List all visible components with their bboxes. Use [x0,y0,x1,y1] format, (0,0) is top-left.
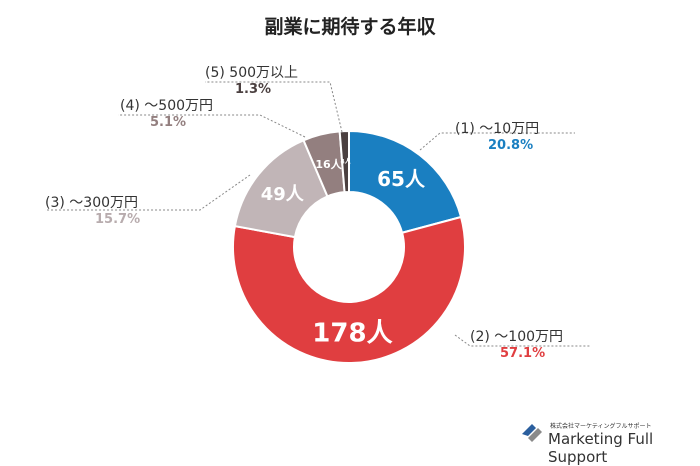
logo-company-name: 株式会社マーケティングフルサポート [550,423,652,430]
leader-line [45,174,251,211]
donut-slice [338,129,350,194]
leader-line [118,114,306,138]
chart-title: 副業に期待する年収 [264,16,436,38]
slice-value-label: 178人 [312,319,392,349]
slice-category-label: (3) ～300万円 [45,195,139,211]
logo-icon [522,424,542,442]
slice-value-label: 4人 [340,158,351,166]
slice-value-label: 49人 [261,184,305,205]
slice-value-label: 16人 [315,157,342,171]
slice-value-label: 65人 [377,167,426,191]
slice-percent-label: 1.3% [235,82,272,97]
leader-line [419,132,575,151]
slice-percent-label: 20.8% [488,138,534,153]
slice-category-label: (4) ～500万円 [120,98,214,114]
logo-brand-name: Marketing Full Support [548,430,654,466]
donut-slice [232,215,466,364]
donut-slice [348,129,463,234]
leader-line [205,81,343,133]
slice-percent-label: 57.1% [500,346,546,361]
slice-category-label: (5) 500万以上 [205,65,299,81]
slice-percent-label: 15.7% [95,212,141,227]
slice-category-label: (1) ～10万円 [455,121,540,137]
slice-percent-label: 5.1% [150,115,187,130]
slice-category-label: (2) ～100万円 [470,329,564,345]
